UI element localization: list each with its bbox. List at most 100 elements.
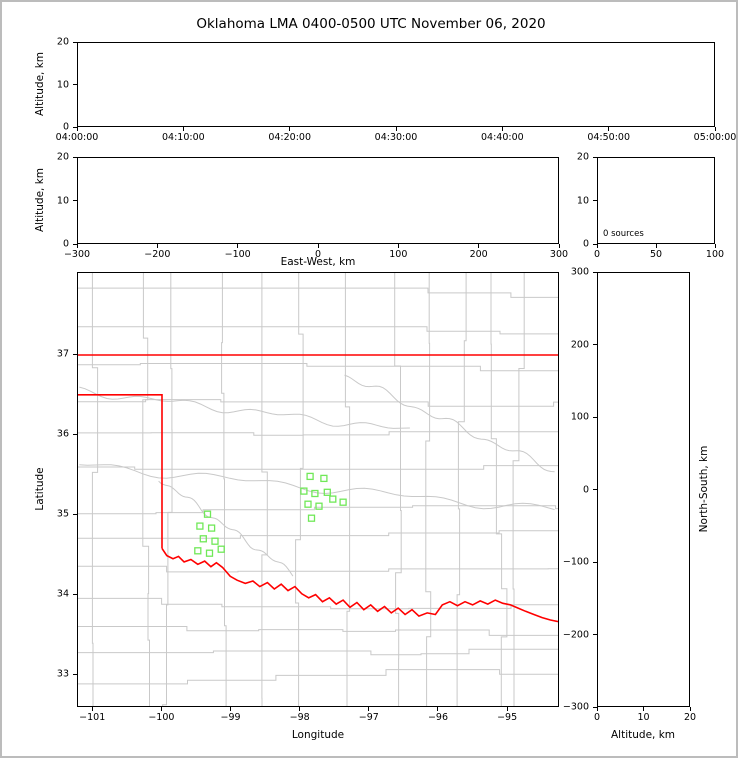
x-tick-label: −96 xyxy=(427,712,448,723)
county-line xyxy=(295,273,304,706)
xlabel-longitude: Longitude xyxy=(291,729,345,741)
x-tick-mark xyxy=(397,244,399,248)
x-tick-mark xyxy=(182,127,184,131)
x-tick-mark xyxy=(478,244,480,248)
lma-station-marker xyxy=(211,537,219,545)
y-tick-label: 37 xyxy=(56,348,69,360)
oklahoma-map xyxy=(78,273,558,706)
county-line xyxy=(78,287,558,298)
x-tick-mark xyxy=(689,707,691,711)
y-tick-label: −300 xyxy=(562,701,589,713)
county-line xyxy=(78,565,558,573)
county-line xyxy=(91,273,99,706)
y-tick-label: 35 xyxy=(56,508,69,520)
county-lines xyxy=(78,273,558,706)
y-tick-mark xyxy=(593,634,597,635)
lma-station-marker xyxy=(339,498,347,506)
x-tick-label: 10 xyxy=(637,712,650,723)
lma-station-marker xyxy=(315,502,323,510)
x-tick-mark xyxy=(608,127,610,131)
x-tick-mark xyxy=(714,127,716,131)
panel-time-height xyxy=(77,42,715,127)
x-tick-label: −97 xyxy=(358,712,379,723)
x-tick-label: 04:30:00 xyxy=(374,132,418,143)
x-tick-label: −98 xyxy=(289,712,310,723)
lma-station-marker xyxy=(205,549,214,557)
lma-station-marker xyxy=(194,547,202,555)
y-tick-mark xyxy=(593,561,597,563)
x-tick-mark xyxy=(76,127,78,131)
y-tick-mark xyxy=(73,200,77,201)
x-tick-mark xyxy=(317,244,319,248)
x-tick-label: 300 xyxy=(549,249,569,260)
x-tick-mark xyxy=(91,707,93,711)
x-tick-label: 0 xyxy=(314,249,322,260)
x-tick-label: 100 xyxy=(389,249,408,260)
x-tick-label: −100 xyxy=(148,712,175,723)
border-panhandle-line xyxy=(78,394,163,549)
x-tick-label: 05:00:00 xyxy=(693,132,737,143)
x-tick-mark xyxy=(558,244,560,248)
lma-station-marker xyxy=(307,514,316,522)
lma-station-marker xyxy=(311,489,319,498)
county-line xyxy=(78,363,558,372)
panel-plan-view-map xyxy=(77,272,559,707)
county-line xyxy=(221,273,227,706)
y-tick-label: 36 xyxy=(56,428,69,440)
xlabel-eastwest: East-West, km xyxy=(280,256,356,268)
y-tick-label: 20 xyxy=(56,36,69,48)
lma-station-marker xyxy=(306,472,314,481)
panel-source-histogram: 0 sources xyxy=(597,157,715,244)
y-tick-mark xyxy=(73,433,77,435)
x-tick-label: 04:40:00 xyxy=(480,132,524,143)
ylabel-north-south: North-South, km xyxy=(698,445,710,533)
y-tick-label: 200 xyxy=(570,339,589,350)
gray-rivers xyxy=(79,374,555,577)
y-tick-mark xyxy=(593,271,597,273)
x-tick-mark xyxy=(655,244,657,248)
y-tick-mark xyxy=(73,84,77,85)
xlabel-ns-altitude: Altitude, km xyxy=(610,729,676,741)
y-tick-mark xyxy=(593,156,597,158)
x-tick-mark xyxy=(368,707,370,711)
y-tick-label: −200 xyxy=(562,629,589,640)
county-line xyxy=(162,273,173,706)
lma-stations xyxy=(194,472,347,557)
y-tick-label: 20 xyxy=(56,151,69,163)
lma-station-marker xyxy=(304,500,312,508)
lma-station-marker xyxy=(320,474,328,483)
y-tick-mark xyxy=(593,706,597,708)
y-tick-label: 33 xyxy=(56,668,69,680)
x-tick-label: 04:00:00 xyxy=(55,132,99,143)
x-tick-label: −99 xyxy=(220,712,241,723)
y-tick-label: 0 xyxy=(62,238,69,250)
lma-station-marker xyxy=(196,522,204,530)
lma-station-marker xyxy=(217,545,225,553)
y-tick-mark xyxy=(73,156,77,158)
lma-station-marker xyxy=(300,487,308,495)
county-line xyxy=(344,273,351,706)
x-tick-mark xyxy=(714,244,716,248)
border-red-river-line xyxy=(161,547,558,623)
county-line xyxy=(261,273,268,706)
x-tick-mark xyxy=(160,707,162,711)
county-line xyxy=(78,326,558,335)
y-tick-label: 0 xyxy=(582,484,589,495)
county-line xyxy=(512,273,525,706)
y-tick-label: 10 xyxy=(56,195,69,206)
x-tick-label: 04:50:00 xyxy=(587,132,630,143)
y-tick-label: 20 xyxy=(576,151,589,163)
x-tick-mark xyxy=(596,244,598,248)
y-tick-mark xyxy=(73,243,77,245)
x-tick-label: 04:20:00 xyxy=(268,132,311,143)
x-tick-label: 100 xyxy=(705,249,725,260)
y-tick-mark xyxy=(73,41,77,43)
x-tick-mark xyxy=(395,127,397,131)
x-tick-label: 50 xyxy=(649,249,663,260)
y-tick-mark xyxy=(593,200,597,201)
y-tick-label: 100 xyxy=(570,411,589,423)
x-tick-mark xyxy=(506,707,508,711)
y-tick-mark xyxy=(593,344,597,345)
x-tick-mark xyxy=(437,707,439,711)
